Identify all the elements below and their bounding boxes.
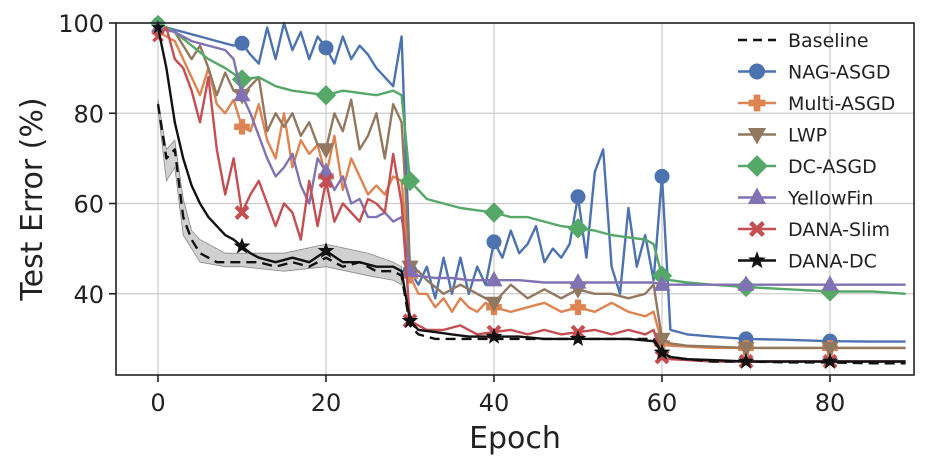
series-marker xyxy=(746,155,768,177)
marker-stroke xyxy=(318,173,334,189)
series-marker xyxy=(737,341,755,358)
series-marker xyxy=(749,63,765,80)
series-marker xyxy=(234,205,250,220)
series-marker xyxy=(234,35,250,51)
series-marker xyxy=(233,237,251,254)
legend-label: Multi-ASGD xyxy=(788,93,895,115)
series-marker xyxy=(654,168,670,184)
series-marker xyxy=(821,275,839,291)
legend-item-multi-asgd: Multi-ASGD xyxy=(738,93,895,115)
series-marker xyxy=(747,187,767,204)
series-marker xyxy=(570,189,586,205)
legend-item-baseline: Baseline xyxy=(738,30,869,52)
series-marker xyxy=(653,332,671,349)
series-marker xyxy=(234,118,250,135)
series-dc-asgd xyxy=(149,14,906,302)
marker-stroke xyxy=(234,205,250,220)
series-marker xyxy=(567,218,589,239)
y-axis-label: Test Error (%) xyxy=(15,97,50,301)
series-marker xyxy=(821,352,839,369)
series-marker xyxy=(318,40,334,56)
y-tick-label: 80 xyxy=(73,100,104,128)
series-marker xyxy=(821,341,839,358)
series-line-lwp xyxy=(157,26,906,350)
series-marker xyxy=(317,162,335,179)
marker-stroke xyxy=(152,30,164,43)
legend-item-dana-slim: DANA-Slim xyxy=(738,219,890,241)
x-tick-label: 80 xyxy=(815,389,846,417)
series-marker xyxy=(399,170,421,192)
y-tick-label: 60 xyxy=(73,191,104,219)
y-tick-label: 100 xyxy=(58,10,104,38)
series-marker xyxy=(483,202,505,223)
legend-item-lwp: LWP xyxy=(738,125,827,147)
series-lines xyxy=(149,14,906,369)
legend-label: DANA-Slim xyxy=(788,219,890,241)
legend-item-nag-asgd: NAG-ASGD xyxy=(738,62,890,84)
legend-label: YellowFin xyxy=(787,188,873,210)
series-baseline xyxy=(156,104,906,365)
series-marker xyxy=(315,85,337,106)
x-tick-label: 20 xyxy=(311,389,342,417)
series-marker xyxy=(486,234,502,250)
legend-label: LWP xyxy=(788,125,827,147)
plot-frame xyxy=(115,22,915,376)
marker-stroke xyxy=(749,221,765,237)
legend-item-dana-dc: DANA-DC xyxy=(738,251,877,273)
series-marker xyxy=(570,299,586,316)
series-marker xyxy=(569,273,587,289)
legend-label: DC-ASGD xyxy=(788,156,877,178)
series-marker xyxy=(233,85,251,102)
series-marker xyxy=(747,128,767,145)
series-marker xyxy=(317,242,335,258)
x-tick-label: 0 xyxy=(150,389,165,417)
legend-label: DANA-DC xyxy=(788,251,877,273)
series-marker xyxy=(485,270,503,287)
series-marker xyxy=(737,275,755,291)
series-marker xyxy=(653,343,671,360)
series-marker xyxy=(653,275,671,291)
series-marker xyxy=(151,20,165,34)
legend-item-yellowfin: YellowFin xyxy=(738,187,873,210)
series-line-nag-asgd xyxy=(157,21,906,343)
series-marker xyxy=(748,94,766,112)
axis-ticks: 0 20 40 60 80 40 60 80 100 xyxy=(58,10,845,417)
series-marker xyxy=(485,296,503,313)
series-marker xyxy=(748,251,766,269)
series-line-dana-slim xyxy=(157,26,906,363)
x-axis-label: Epoch xyxy=(469,421,561,456)
legend-label: Baseline xyxy=(788,30,869,52)
series-marker xyxy=(318,173,334,189)
series-line-baseline xyxy=(156,104,906,365)
series-line-dc-asgd xyxy=(157,21,906,295)
legend: Baseline NAG-ASGD Multi-ASGD LWP DC-ASGD Yell… xyxy=(738,30,895,273)
series-marker xyxy=(749,221,765,237)
legend-item-dc-asgd: DC-ASGD xyxy=(738,155,877,178)
x-tick-label: 60 xyxy=(647,389,678,417)
series-line-multi-asgd xyxy=(157,30,906,350)
legend-label: NAG-ASGD xyxy=(788,62,890,84)
y-tick-label: 40 xyxy=(73,281,104,309)
series-marker xyxy=(317,143,335,159)
x-tick-label: 40 xyxy=(479,389,510,417)
